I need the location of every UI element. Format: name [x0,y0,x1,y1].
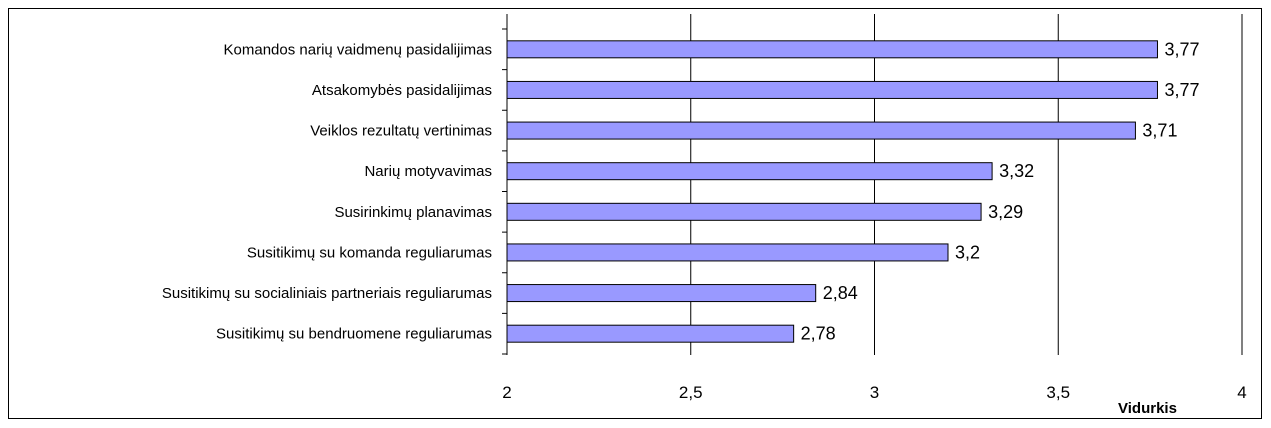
bar [506,284,817,303]
value-label: 3,2 [955,242,980,262]
value-label: 2,84 [823,283,858,303]
category-label: Atsakomybės pasidalijimas [312,82,492,99]
value-label: 2,78 [801,324,836,344]
category-label: Veiklos rezultatų vertinimas [310,123,492,140]
x-tick-label: 3 [870,383,879,402]
bar [506,40,1158,59]
bar [506,162,993,181]
category-label: Narių motyvavimas [364,163,492,180]
value-label: 3,77 [1164,39,1199,59]
x-axis: 2 2,5 3 3,5 4 [502,14,1247,402]
grid-lines [690,14,1243,355]
value-label: 3,71 [1142,121,1177,141]
bar [506,121,1136,140]
value-label: 3,77 [1164,80,1199,100]
category-label: Komandos narių vaidmenų pasidalijimas [224,41,492,58]
category-label: Susitikimų su socialiniais partneriais r… [162,285,492,302]
category-label: Susirinkimų planavimas [334,204,492,221]
bar [506,243,949,262]
category-labels: Komandos narių vaidmenų pasidalijimas Ats… [162,41,492,342]
bar [506,202,982,221]
x-tick-label: 2,5 [679,383,703,402]
value-label: 3,29 [988,202,1023,222]
bar [506,80,1158,99]
category-label: Susitikimų su komanda reguliarumas [247,244,492,261]
x-axis-title: Vidurkis [1118,400,1177,417]
category-label: Susitikimų su bendruomene reguliarumas [216,326,492,343]
x-tick-label: 2 [502,383,511,402]
bar [506,324,795,343]
x-tick-label: 3,5 [1046,383,1070,402]
value-labels: 3,77 3,77 3,71 3,32 3,29 3,2 2,84 2,78 [801,39,1200,343]
x-tick-label: 4 [1237,383,1246,402]
bars [506,40,1158,343]
value-label: 3,32 [999,161,1034,181]
